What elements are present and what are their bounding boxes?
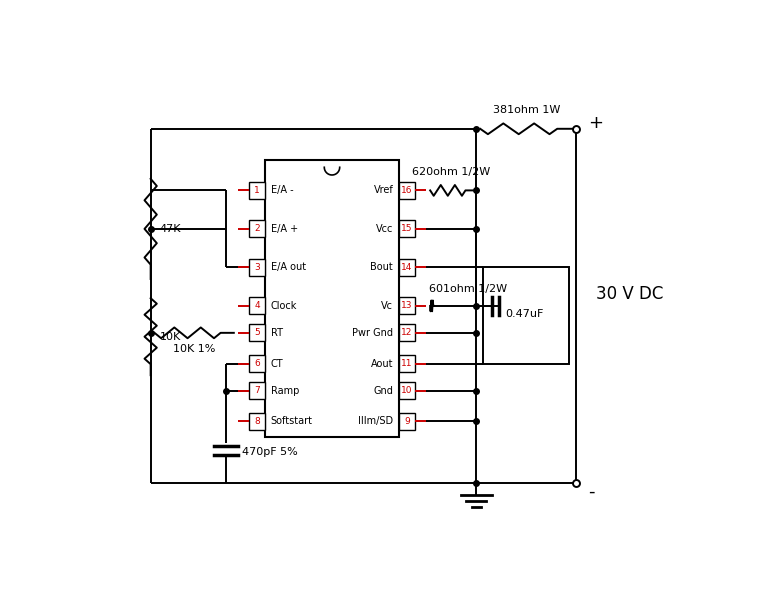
Bar [249,382,265,399]
Text: 7: 7 [254,386,260,395]
Text: 620ohm 1/2W: 620ohm 1/2W [413,166,490,176]
Bar [249,413,265,430]
Text: 8: 8 [254,417,260,426]
Bar [249,220,265,237]
Text: 10K 1%: 10K 1% [173,343,215,353]
Text: Vcc: Vcc [376,224,393,234]
Bar [399,297,415,314]
Bar [249,355,265,372]
Bar [249,297,265,314]
Text: 381ohm 1W: 381ohm 1W [493,105,560,115]
Bar [399,382,415,399]
Text: Vref: Vref [374,185,393,195]
Text: 15: 15 [401,224,413,233]
Text: 13: 13 [401,301,413,310]
Text: 2: 2 [254,224,260,233]
Text: Gnd: Gnd [373,385,393,395]
Text: 10K: 10K [160,332,181,342]
Text: IIIm/SD: IIIm/SD [358,416,393,426]
Text: -: - [588,483,594,501]
Bar [483,268,569,363]
Bar [399,413,415,430]
Text: +: + [588,114,603,131]
Text: 5: 5 [254,329,260,337]
Text: Vc: Vc [382,301,393,311]
Text: 601ohm 1/2W: 601ohm 1/2W [429,284,507,294]
Bar [399,355,415,372]
Text: 6: 6 [254,359,260,368]
Text: 0.47uF: 0.47uF [505,309,543,319]
Text: 11: 11 [401,359,413,368]
Text: 1: 1 [254,186,260,195]
Text: 16: 16 [401,186,413,195]
Text: 3: 3 [254,263,260,272]
Text: 47K: 47K [160,224,181,234]
Bar [399,220,415,237]
Text: 14: 14 [402,263,413,272]
Text: 9: 9 [404,417,410,426]
Text: CT: CT [270,359,284,369]
Bar [399,259,415,276]
Text: RT: RT [270,328,283,338]
Text: 10: 10 [401,386,413,395]
Text: Bout: Bout [371,262,393,272]
Text: 4: 4 [254,301,260,310]
Bar [249,259,265,276]
Bar [399,324,415,342]
Text: 12: 12 [402,329,413,337]
Text: E/A out: E/A out [270,262,306,272]
Text: Ramp: Ramp [270,385,299,395]
Text: E/A -: E/A - [270,185,294,195]
Text: Aout: Aout [371,359,393,369]
Text: 30 V DC: 30 V DC [596,285,663,303]
Bar [249,324,265,342]
Text: E/A +: E/A + [270,224,298,234]
Text: Pwr Gnd: Pwr Gnd [352,328,393,338]
Text: Softstart: Softstart [270,416,313,426]
Bar [249,182,265,199]
Bar [265,160,399,437]
Text: Clock: Clock [270,301,297,311]
Bar [399,182,415,199]
Text: 470pF 5%: 470pF 5% [242,447,298,457]
